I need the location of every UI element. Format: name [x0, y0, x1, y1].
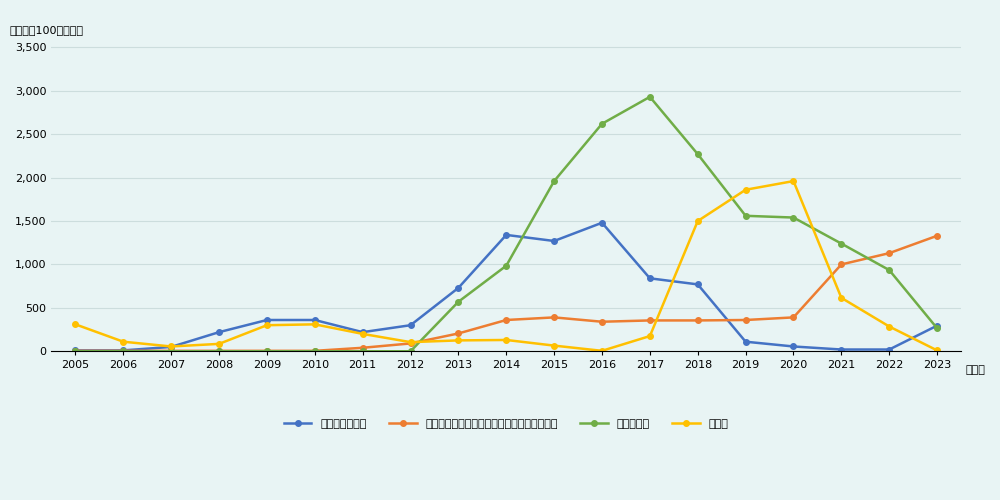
- 建設業（産業）: [261, 317, 273, 323]
- 太陽光発電: [213, 348, 225, 354]
- 太陽光発電: [309, 348, 321, 354]
- 宿泊業: [931, 348, 943, 354]
- 建設業（産業）: [500, 232, 512, 238]
- 太陽光発電: [931, 325, 943, 331]
- データ処理・ホスティング及び関連サービス: [548, 314, 560, 320]
- 宿泊業: [835, 295, 847, 301]
- Text: （年）: （年）: [966, 366, 986, 376]
- データ処理・ホスティング及び関連サービス: [452, 330, 464, 336]
- 宿泊業: [548, 342, 560, 348]
- 建設業（産業）: [883, 346, 895, 352]
- 太陽光発電: [165, 348, 177, 354]
- 宿泊業: [596, 348, 608, 354]
- データ処理・ホスティング及び関連サービス: [213, 348, 225, 354]
- 建設業（産業）: [357, 329, 369, 335]
- 建設業（産業）: [165, 344, 177, 350]
- 宿泊業: [787, 178, 799, 184]
- 宿泊業: [452, 338, 464, 344]
- 建設業（産業）: [740, 338, 752, 344]
- 宿泊業: [883, 324, 895, 330]
- Line: 建設業（産業）: 建設業（産業）: [73, 220, 940, 353]
- 建設業（産業）: [452, 285, 464, 291]
- 宿泊業: [405, 339, 417, 345]
- 太陽光発電: [644, 94, 656, 100]
- 建設業（産業）: [596, 220, 608, 226]
- データ処理・ホスティング及び関連サービス: [835, 262, 847, 268]
- 宿泊業: [165, 344, 177, 349]
- データ処理・ホスティング及び関連サービス: [692, 318, 704, 324]
- 建設業（産業）: [69, 348, 81, 354]
- 太陽光発電: [740, 213, 752, 219]
- 太陽光発電: [405, 348, 417, 354]
- 建設業（産業）: [787, 344, 799, 349]
- 建設業（産業）: [405, 322, 417, 328]
- 太陽光発電: [787, 214, 799, 220]
- 建設業（産業）: [548, 238, 560, 244]
- Text: （単位：100万ドル）: （単位：100万ドル）: [10, 25, 84, 35]
- データ処理・ホスティング及び関連サービス: [644, 318, 656, 324]
- 太陽光発電: [117, 348, 129, 354]
- 宿泊業: [357, 331, 369, 337]
- データ処理・ホスティング及び関連サービス: [500, 317, 512, 323]
- データ処理・ホスティング及び関連サービス: [405, 340, 417, 346]
- データ処理・ホスティング及び関連サービス: [261, 348, 273, 354]
- 建設業（産業）: [835, 346, 847, 352]
- 太陽光発電: [835, 240, 847, 246]
- データ処理・ホスティング及び関連サービス: [931, 233, 943, 239]
- 建設業（産業）: [309, 317, 321, 323]
- データ処理・ホスティング及び関連サービス: [165, 348, 177, 354]
- Legend: 建設業（産業）, データ処理・ホスティング及び関連サービス, 太陽光発電, 宿泊業: 建設業（産業）, データ処理・ホスティング及び関連サービス, 太陽光発電, 宿泊…: [279, 414, 733, 434]
- Line: 太陽光発電: 太陽光発電: [73, 94, 940, 354]
- データ処理・ホスティング及び関連サービス: [309, 348, 321, 354]
- 宿泊業: [261, 322, 273, 328]
- Line: 宿泊業: 宿泊業: [73, 178, 940, 354]
- 太陽光発電: [357, 348, 369, 354]
- 太陽光発電: [452, 299, 464, 305]
- 建設業（産業）: [931, 322, 943, 328]
- データ処理・ホスティング及び関連サービス: [596, 318, 608, 324]
- 太陽光発電: [500, 262, 512, 268]
- Y-axis label: （単位：100万ドル）: （単位：100万ドル）: [0, 499, 1, 500]
- 宿泊業: [644, 333, 656, 339]
- 太陽光発電: [548, 178, 560, 184]
- データ処理・ホスティング及び関連サービス: [69, 348, 81, 354]
- データ処理・ホスティング及び関連サービス: [740, 317, 752, 323]
- 太陽光発電: [69, 348, 81, 354]
- 建設業（産業）: [692, 282, 704, 288]
- 宿泊業: [309, 322, 321, 328]
- データ処理・ホスティング及び関連サービス: [117, 348, 129, 354]
- 宿泊業: [740, 187, 752, 193]
- データ処理・ホスティング及び関連サービス: [883, 250, 895, 256]
- データ処理・ホスティング及び関連サービス: [357, 345, 369, 351]
- Line: データ処理・ホスティング及び関連サービス: データ処理・ホスティング及び関連サービス: [73, 233, 940, 354]
- データ処理・ホスティング及び関連サービス: [787, 314, 799, 320]
- 太陽光発電: [692, 151, 704, 157]
- 宿泊業: [213, 341, 225, 347]
- 太陽光発電: [261, 348, 273, 354]
- 宿泊業: [500, 337, 512, 343]
- 建設業（産業）: [117, 348, 129, 354]
- 宿泊業: [692, 218, 704, 224]
- 建設業（産業）: [644, 276, 656, 281]
- 建設業（産業）: [213, 329, 225, 335]
- 宿泊業: [69, 322, 81, 328]
- 太陽光発電: [596, 121, 608, 127]
- 宿泊業: [117, 338, 129, 344]
- 太陽光発電: [883, 267, 895, 273]
